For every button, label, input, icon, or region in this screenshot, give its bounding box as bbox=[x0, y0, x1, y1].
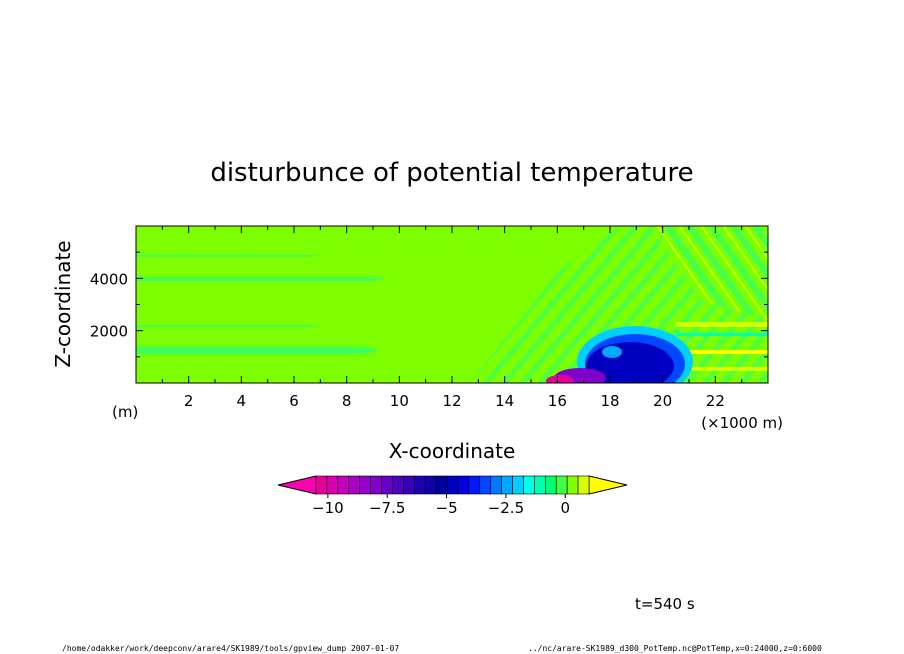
stripe-region bbox=[136, 325, 319, 328]
x-tick-label: 16 bbox=[548, 392, 567, 410]
colorbar-cell bbox=[479, 475, 492, 495]
colorbar: −10 −7.5 −5 −2.5 0 bbox=[277, 475, 628, 517]
x-tick-label: 4 bbox=[237, 392, 247, 410]
x-tick-label: 20 bbox=[653, 392, 672, 410]
colorbar-over-arrow bbox=[588, 475, 628, 495]
footer-source: ../nc/arare-SK1989_d300_PotTemp.nc@PotTe… bbox=[528, 644, 822, 653]
y-tick-label: 2000 bbox=[90, 323, 128, 341]
colorbar-cell bbox=[555, 475, 568, 495]
x-tick-label: 18 bbox=[600, 392, 619, 410]
band-yellow bbox=[690, 350, 768, 354]
colorbar-tick-label: −7.5 bbox=[369, 499, 405, 517]
cold-pool-eye bbox=[602, 346, 622, 358]
colorbar-cell bbox=[348, 475, 360, 495]
x-axis-label: X-coordinate bbox=[389, 439, 516, 463]
colorbar-tick-label: −10 bbox=[312, 499, 344, 517]
colorbar-cell bbox=[359, 475, 371, 495]
x-tick-label: 2 bbox=[184, 392, 194, 410]
stripe-region bbox=[136, 346, 377, 355]
x-tick-label: 14 bbox=[495, 392, 514, 410]
band-yellow bbox=[686, 367, 768, 371]
colorbar-cell bbox=[457, 475, 470, 495]
colorbar-cell bbox=[446, 475, 459, 495]
band-cyan bbox=[676, 333, 768, 336]
colorbar-cell bbox=[337, 475, 350, 495]
colorbar-cell bbox=[512, 475, 524, 495]
x-tick-label: 12 bbox=[442, 392, 461, 410]
x-tick-label: 22 bbox=[706, 392, 725, 410]
colorbar-cell bbox=[534, 475, 546, 495]
colorbar-cell bbox=[315, 475, 328, 495]
time-label: t=540 s bbox=[635, 595, 695, 613]
cold-pool-core-min bbox=[546, 375, 574, 383]
y-axis-label: Z-coordinate bbox=[51, 240, 75, 367]
colorbar-cell bbox=[326, 475, 339, 495]
colorbar-cell bbox=[490, 475, 502, 495]
colorbar-cell bbox=[566, 475, 579, 495]
colorbar-cell bbox=[413, 475, 426, 495]
colorbar-cell bbox=[468, 475, 481, 495]
x-unit-label: (×1000 m) bbox=[701, 414, 783, 432]
colorbar-cell bbox=[577, 475, 590, 495]
colorbar-cell bbox=[403, 475, 415, 495]
colorbar-cell bbox=[424, 475, 437, 495]
footer-path: /home/odakker/work/deepconv/arare4/SK198… bbox=[62, 644, 399, 653]
y-tick-label: 4000 bbox=[90, 270, 128, 288]
colorbar-cell bbox=[392, 475, 404, 495]
colorbar-cell bbox=[435, 475, 448, 495]
wave-region-upper-right bbox=[650, 226, 768, 320]
colorbar-tick-label: −5 bbox=[436, 499, 458, 517]
stripe-region bbox=[136, 277, 385, 281]
colorbar-tick-label: 0 bbox=[560, 499, 570, 517]
x-tick-label: 10 bbox=[390, 392, 409, 410]
x-tick-label: 8 bbox=[342, 392, 352, 410]
colorbar-tick-label: −2.5 bbox=[488, 499, 524, 517]
stripe-region bbox=[136, 254, 319, 257]
plot-area bbox=[136, 226, 768, 383]
colorbar-cell bbox=[370, 475, 382, 495]
y-axis: 2000 4000 bbox=[90, 251, 768, 358]
colorbar-cell bbox=[545, 475, 557, 495]
colorbar-cell bbox=[501, 475, 513, 495]
colorbar-cell bbox=[523, 475, 535, 495]
band-yellow bbox=[676, 322, 768, 327]
y-unit-label: (m) bbox=[112, 403, 138, 421]
chart-title: disturbunce of potential temperature bbox=[210, 158, 693, 188]
x-tick-label: 6 bbox=[289, 392, 299, 410]
colorbar-under-arrow bbox=[277, 475, 317, 495]
colorbar-cell bbox=[381, 475, 393, 495]
x-axis: 2 4 6 8 10 12 14 16 18 20 22 bbox=[161, 226, 743, 410]
